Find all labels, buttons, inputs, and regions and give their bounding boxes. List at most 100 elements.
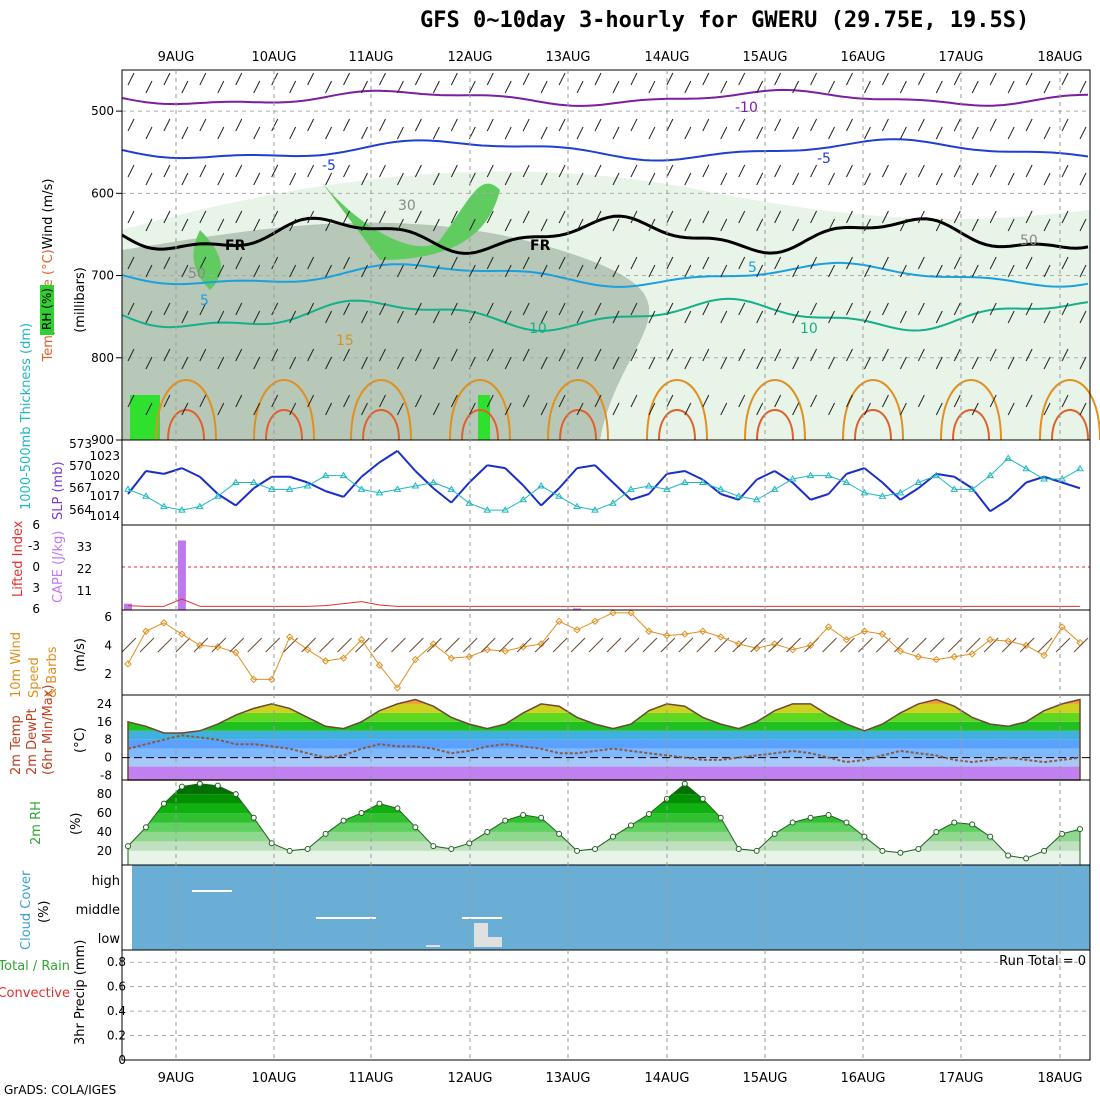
wind-barb <box>1043 126 1051 140</box>
wind-barb <box>145 402 153 416</box>
wind-barb <box>864 218 871 232</box>
li-line-segment <box>181 598 201 607</box>
wind-barb <box>846 394 853 408</box>
wind-barb <box>504 264 512 278</box>
wind-barb <box>217 172 225 186</box>
slp-line-segment <box>325 490 344 498</box>
wind-speed-point <box>375 661 384 669</box>
ylabel-precip: 3hr Precip (mm) <box>73 940 88 1045</box>
wind-barb <box>361 264 368 278</box>
rh-legend-swatch <box>40 285 54 335</box>
wind-barb <box>145 172 153 186</box>
wind-barb <box>163 394 171 408</box>
ylabel-wind10m: 10m Wind Speed & Barbs <box>9 632 60 698</box>
wind-barb <box>935 218 943 232</box>
wind-barb <box>1079 310 1087 324</box>
wind-barb <box>432 264 440 278</box>
wind-barb <box>379 302 386 316</box>
wind-barb <box>307 394 315 408</box>
wind-barb <box>738 210 746 224</box>
slp-line-segment <box>1061 481 1081 490</box>
wind-barb <box>163 210 171 224</box>
thickness-line-segment <box>415 482 434 487</box>
rh-point <box>753 847 760 854</box>
wind-barb <box>361 218 368 232</box>
slp-thickness-panel: 573 570 567 564 1023 1020 1017 1014 <box>69 437 1084 523</box>
wind-barb <box>720 264 728 278</box>
wind-speed-point <box>735 640 743 648</box>
rh-point <box>879 847 886 854</box>
thickness-point <box>142 492 150 499</box>
rh-point <box>250 814 257 821</box>
ylabel-units: (°C) <box>73 727 88 753</box>
wind-barb <box>253 126 261 140</box>
wind-barb <box>792 172 800 186</box>
wind-barb-10m <box>1055 637 1071 653</box>
wind-barb <box>486 348 494 362</box>
y-tick-label: 0.2 <box>107 1029 126 1043</box>
wind-barb <box>720 172 728 186</box>
contour-label: FR <box>530 238 551 254</box>
wind-barb <box>684 264 692 278</box>
wind-barb <box>253 264 261 278</box>
wind-barb <box>307 72 315 86</box>
wind-barb <box>828 80 835 94</box>
wind-barb <box>953 210 961 224</box>
wind-barb <box>486 256 494 270</box>
wind-barb <box>504 80 512 94</box>
thickness-line-segment <box>540 485 560 497</box>
wind-barb <box>325 356 333 370</box>
wind-barb <box>1079 356 1087 370</box>
li-line-segment <box>325 603 344 607</box>
wind-barb <box>271 210 279 224</box>
wind-barb <box>881 348 889 362</box>
wind-barb <box>1007 126 1015 140</box>
x-date-label-bottom: 14AUG <box>644 1071 689 1086</box>
wind-speed-point <box>986 636 994 644</box>
wind-barb <box>684 80 692 94</box>
wind-barb <box>881 118 889 132</box>
wind-barb <box>396 172 404 186</box>
wind-barb <box>163 256 171 270</box>
wind-barb <box>1079 264 1087 278</box>
y-tick-label: 1014 <box>89 509 120 523</box>
wind-barb <box>361 172 368 186</box>
wind-speed-point <box>555 617 563 626</box>
wind-barb <box>486 118 494 132</box>
wind-barb <box>576 80 584 94</box>
contour-label: 5 <box>200 293 209 309</box>
wind-speed-segment <box>702 630 721 638</box>
wind-barb <box>1061 164 1069 178</box>
wind-speed-point <box>160 619 168 627</box>
wind-barb <box>1025 348 1033 362</box>
wind-barb <box>720 356 728 370</box>
wind-barb <box>217 310 225 324</box>
rh-point <box>1041 847 1048 854</box>
wind-speed-point <box>824 623 833 631</box>
y-tick-label: 4 <box>104 638 112 652</box>
wind-barb <box>935 172 943 186</box>
slp-line-segment <box>432 487 452 504</box>
ylabel-units: (m/s) <box>73 638 88 672</box>
rh-point <box>268 840 275 847</box>
wind-barb-10m <box>355 637 370 653</box>
wind-barb <box>684 126 692 140</box>
cloud-high <box>192 890 232 892</box>
thickness-point <box>357 485 366 492</box>
ylabel-total-rain: Total / Rain <box>0 959 70 974</box>
wind-barb <box>881 72 889 86</box>
wind-barb <box>325 310 333 324</box>
wind-barb <box>325 402 333 416</box>
wind-barb <box>181 172 189 186</box>
wind-barb <box>738 394 746 408</box>
wind-barb-10m <box>247 637 263 653</box>
wind-speed-segment <box>181 633 201 646</box>
wind-barb-10m <box>822 637 837 653</box>
thickness-line-segment <box>469 502 488 511</box>
thickness-point <box>249 478 258 485</box>
wind-barb <box>971 356 979 370</box>
wind-barb <box>468 402 476 416</box>
wind-barb-10m <box>624 637 640 653</box>
wind-speed-point <box>214 643 222 651</box>
wind-barb <box>271 302 279 316</box>
